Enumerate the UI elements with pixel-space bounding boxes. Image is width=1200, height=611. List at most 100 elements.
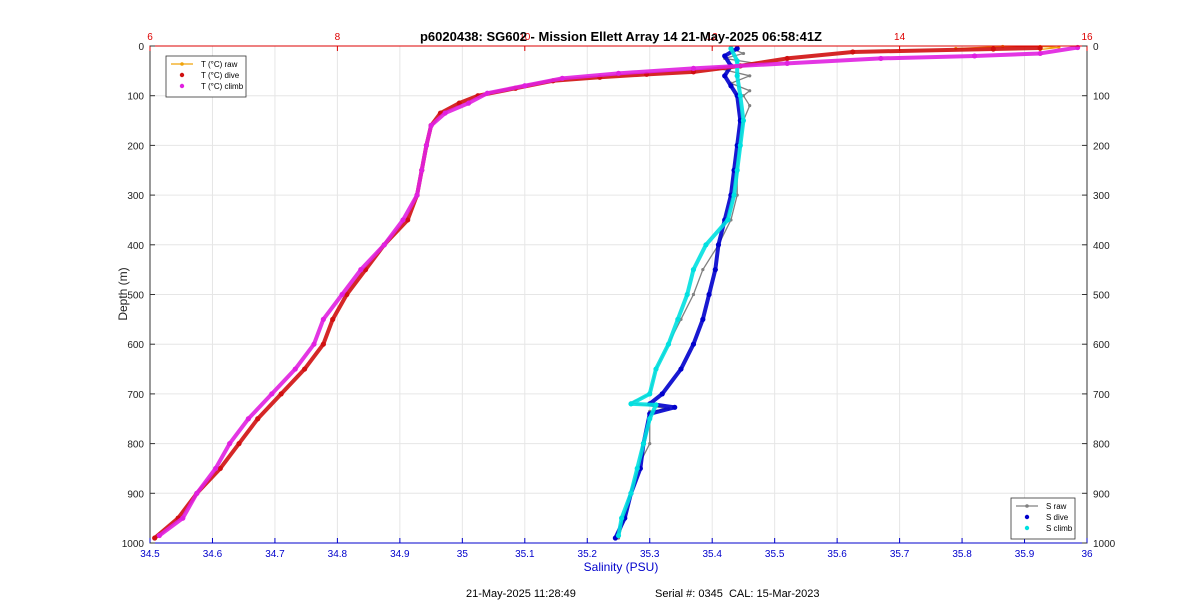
legend-marker (1024, 525, 1030, 531)
data-point (302, 366, 308, 372)
data-point (212, 465, 219, 472)
legend-label: S dive (1046, 513, 1069, 522)
data-point (734, 167, 740, 173)
data-point (701, 268, 705, 272)
series-layer (152, 44, 1081, 541)
data-point (653, 402, 659, 408)
y-tick-label-right: 300 (1093, 191, 1110, 202)
y-tick-label-right: 1000 (1093, 539, 1116, 550)
data-point (423, 142, 430, 148)
x-tick-label: 35.6 (827, 549, 847, 560)
data-point (690, 341, 697, 347)
data-point (850, 49, 856, 55)
x-tick-label: 35.3 (640, 549, 660, 560)
data-point (269, 391, 275, 397)
data-point (728, 45, 734, 52)
y-tick-label: 200 (127, 141, 144, 152)
footer-timestamp: 21-May-2025 11:28:49 (466, 588, 576, 600)
data-point (734, 45, 740, 52)
data-point (748, 89, 752, 93)
data-point (703, 242, 709, 248)
data-point (628, 490, 634, 496)
legend-marker (179, 83, 185, 89)
legend-label: T (°C) dive (201, 71, 240, 80)
x-tick-label: 35.4 (702, 549, 722, 560)
data-point (706, 291, 712, 298)
data-point (784, 55, 790, 62)
data-point (640, 441, 647, 447)
y-tick-label-right: 0 (1093, 42, 1099, 53)
y-tick-label-right: 200 (1093, 141, 1110, 152)
x-axis-label: Salinity (PSU) (584, 560, 659, 574)
axes-ticks: 34.5 34.6 34.7 34.8 34.9 35 35.1 35.2 35.3 35.4 35… (122, 32, 1116, 560)
x-tick-label: 34.5 (140, 549, 160, 560)
data-point (737, 142, 743, 148)
data-point (1037, 50, 1043, 57)
data-point (615, 70, 622, 76)
x2-tick-label: 10 (519, 32, 531, 43)
series-t-c-dive (152, 45, 1043, 541)
data-point (358, 267, 364, 273)
x-tick-label: 34.7 (265, 549, 285, 560)
y-tick-label-right: 500 (1093, 291, 1110, 302)
data-point (236, 441, 242, 447)
data-point (722, 53, 728, 59)
data-point (634, 465, 640, 472)
y-tick-label: 800 (127, 440, 144, 451)
data-point (659, 391, 665, 397)
data-point (405, 217, 411, 223)
data-point (647, 416, 653, 422)
data-point (522, 83, 528, 89)
data-point (245, 416, 251, 422)
y-tick-label-right: 700 (1093, 390, 1110, 401)
data-point (690, 267, 697, 273)
data-point (278, 391, 284, 397)
data-point (400, 217, 406, 223)
series-trail (616, 46, 746, 538)
x-tick-label: 35.7 (890, 549, 910, 560)
data-point (728, 83, 734, 89)
legend-label: S climb (1046, 524, 1073, 533)
x-tick-label: 35.5 (765, 549, 785, 560)
x-tick-label: 35.1 (515, 549, 535, 560)
series-s-climb (615, 45, 747, 539)
data-point (484, 90, 490, 96)
y-tick-label: 1000 (122, 539, 145, 550)
data-point (691, 292, 696, 297)
y-tick-label: 900 (127, 489, 144, 500)
data-point (653, 366, 659, 372)
data-point (647, 391, 653, 397)
data-point (700, 316, 706, 322)
x-tick-label: 35.8 (952, 549, 972, 560)
legend-marker (1024, 514, 1030, 520)
data-point (672, 404, 678, 410)
legend-temperature: T (°C) raw T (°C) dive T (°C) climb (165, 55, 247, 98)
legend-marker (1025, 504, 1029, 508)
y-tick-label: 100 (127, 92, 144, 103)
data-point (628, 401, 634, 407)
x-tick-label: 34.8 (328, 549, 348, 560)
data-point (665, 341, 672, 347)
data-point (740, 117, 747, 124)
data-point (156, 532, 162, 539)
legend-salinity: S raw S dive S climb (1010, 497, 1076, 540)
data-point (1057, 45, 1061, 50)
data-point (734, 73, 740, 79)
y-tick-label-right: 400 (1093, 241, 1110, 252)
grid (149, 45, 1088, 544)
x-tick-label: 34.6 (203, 549, 223, 560)
data-point (320, 316, 326, 322)
data-point (731, 192, 737, 198)
y-tick-label-right: 800 (1093, 440, 1110, 451)
data-point (194, 490, 200, 496)
data-point (227, 441, 233, 447)
y-tick-label: 0 (138, 42, 144, 53)
legend-label: T (°C) raw (201, 60, 238, 69)
data-point (675, 316, 681, 322)
x2-tick-label: 8 (335, 32, 341, 43)
data-point (330, 316, 336, 322)
data-point (722, 73, 728, 79)
legend-box (165, 55, 247, 98)
y-tick-label-right: 900 (1093, 489, 1110, 500)
